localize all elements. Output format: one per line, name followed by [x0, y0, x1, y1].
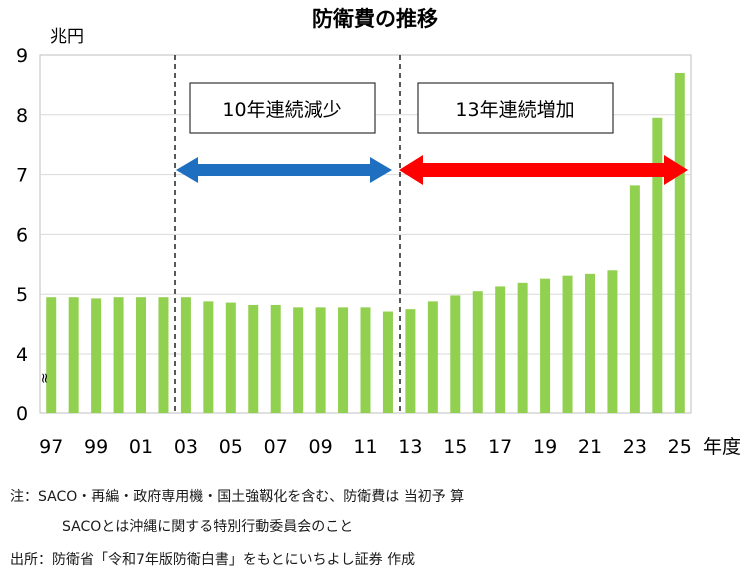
bars — [46, 72, 685, 413]
x-tick-label: 17 — [488, 436, 512, 458]
bar-21 — [584, 273, 595, 413]
x-tick-label: 13 — [398, 436, 422, 458]
bar-20 — [562, 275, 573, 413]
note-line-1: 注：SACO・再編・政府専用機・国土強靱化を含む、防衛費は 当初予 算 — [10, 489, 465, 505]
chart-title: 防衛費の推移 — [312, 7, 438, 31]
note-line-2: SACOとは沖縄に関する特別行動委員会のこと — [62, 519, 354, 535]
bar-03 — [180, 297, 191, 413]
x-tick-label: 15 — [443, 436, 467, 458]
decrease-label-box — [189, 82, 376, 134]
defense-spending-chart: 防衛費の推移 兆円 0 4 5 6 7 8 9 97 99 01 03 05 07 09 11 13 15 17… — [16, 7, 741, 458]
increase-label: 13年連続増加 — [455, 99, 574, 121]
bar-18 — [517, 282, 528, 413]
increase-label-box — [417, 82, 614, 134]
axis-break-mark: ≈ — [37, 372, 53, 384]
y-tick-label: 5 — [16, 284, 28, 306]
x-tick-label: 05 — [219, 436, 243, 458]
bar-15 — [450, 295, 461, 413]
x-tick-label: 99 — [84, 436, 108, 458]
y-tick-labels: 0 4 5 6 7 8 9 — [16, 45, 28, 425]
bar-12 — [382, 311, 393, 413]
x-tick-label: 09 — [309, 436, 333, 458]
y-tick-label: 4 — [16, 344, 28, 366]
bar-98 — [68, 297, 79, 413]
bar-11 — [360, 307, 371, 413]
x-tick-label: 25 — [668, 436, 692, 458]
bar-05 — [225, 302, 236, 413]
bar-01 — [136, 297, 147, 413]
decrease-period-arrow — [176, 157, 392, 183]
bar-10 — [338, 307, 349, 413]
bar-16 — [472, 291, 483, 413]
x-tick-label: 03 — [174, 436, 198, 458]
bar-08 — [293, 307, 304, 413]
bar-17 — [495, 286, 506, 413]
x-tick-labels: 97 99 01 03 05 07 09 11 13 15 17 19 21 23 25 — [39, 436, 692, 458]
y-tick-label: 6 — [16, 224, 28, 246]
x-tick-label: 97 — [39, 436, 63, 458]
bar-06 — [248, 304, 259, 413]
bar-22 — [607, 270, 618, 413]
bar-00 — [113, 297, 124, 413]
y-tick-label: 8 — [16, 105, 28, 127]
bar-25 — [674, 72, 685, 413]
y-axis-label: 兆円 — [50, 27, 84, 47]
x-tick-label: 07 — [264, 436, 288, 458]
x-tick-label: 23 — [623, 436, 647, 458]
y-tick-label: 7 — [16, 165, 28, 187]
decrease-label: 10年連続減少 — [222, 99, 341, 121]
x-tick-label: 19 — [533, 436, 557, 458]
x-tick-label: 01 — [129, 436, 153, 458]
x-tick-label: 11 — [353, 436, 377, 458]
bar-07 — [270, 304, 281, 413]
increase-period-arrow — [399, 155, 688, 185]
y-tick-label: 9 — [16, 45, 28, 67]
x-axis-unit: 年度 — [703, 436, 741, 458]
bar-99 — [91, 298, 102, 413]
bar-02 — [158, 297, 169, 413]
x-tick-label: 21 — [578, 436, 602, 458]
bar-04 — [203, 301, 214, 413]
bar-19 — [540, 278, 551, 413]
bar-23 — [629, 185, 640, 413]
bar-14 — [427, 301, 438, 413]
bar-24 — [652, 117, 663, 413]
bar-09 — [315, 307, 326, 413]
source-note: 出所：防衛省「令和7年版防衛白書」をもとにいちよし証券 作成 — [10, 552, 416, 568]
bar-97 — [46, 297, 57, 413]
y-tick-label: 0 — [16, 403, 28, 425]
bar-13 — [405, 309, 416, 413]
